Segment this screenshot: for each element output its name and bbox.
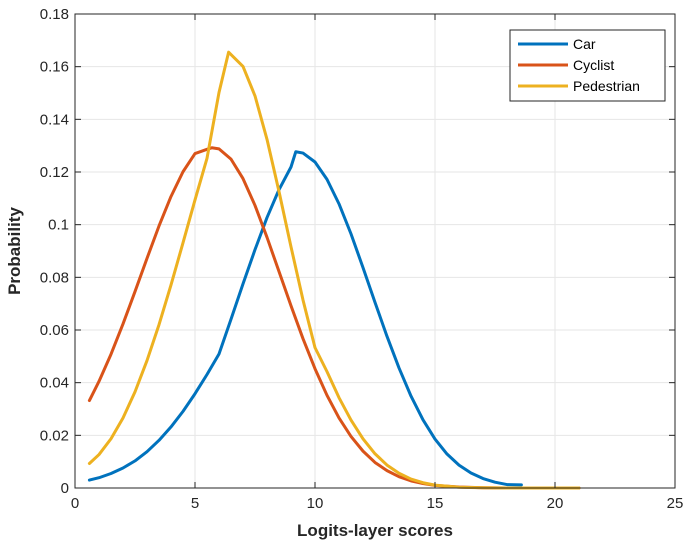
x-tick-label: 10 (307, 495, 324, 512)
x-tick-label: 0 (71, 495, 79, 512)
series-car (87, 150, 523, 487)
y-tick-label: 0.14 (40, 111, 69, 128)
legend-label: Car (573, 36, 596, 52)
y-tick-label: 0.02 (40, 427, 69, 444)
x-axis-label: Logits-layer scores (297, 521, 453, 540)
x-tick-label: 15 (427, 495, 444, 512)
y-tick-label: 0.1 (48, 217, 69, 234)
y-tick-label: 0.08 (40, 269, 69, 286)
y-tick-label: 0.12 (40, 164, 69, 181)
y-tick-label: 0.16 (40, 59, 69, 76)
series-line-pedestrian (87, 50, 581, 490)
y-axis-label: Probability (5, 207, 24, 295)
y-tick-label: 0.06 (40, 322, 69, 339)
series-line-car (87, 150, 523, 487)
x-tick-label: 25 (667, 495, 684, 512)
legend-item-cyclist: Cyclist (518, 57, 614, 73)
y-tick-label: 0 (61, 480, 69, 497)
series-pedestrian (87, 50, 581, 490)
legend-label: Cyclist (573, 57, 614, 73)
x-tick-label: 5 (191, 495, 199, 512)
legend-label: Pedestrian (573, 78, 640, 94)
legend-item-pedestrian: Pedestrian (518, 78, 640, 94)
legend-item-car: Car (518, 36, 596, 52)
axes-box (74, 13, 676, 489)
x-tick-label: 20 (547, 495, 564, 512)
y-tick-label: 0.04 (40, 375, 69, 392)
legend: Car Cyclist Pedestrian (509, 29, 666, 102)
y-tick-label: 0.18 (40, 6, 69, 23)
axis-ticks: 0 5 10 15 20 25 0 0.02 0.04 0.06 0.08 0.1 0.12 0.14 0.… (40, 6, 684, 512)
